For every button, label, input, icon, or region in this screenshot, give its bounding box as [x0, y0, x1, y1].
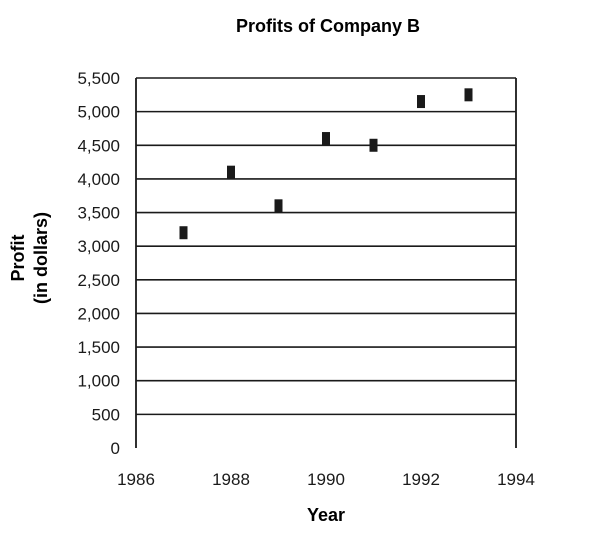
- y-tick-label: 0: [111, 439, 120, 458]
- x-axis-title: Year: [307, 505, 345, 525]
- y-axis-ticks: 0 500 1,000 1,500 2,000 2,500 3,000 3,500 4,000 4…: [77, 69, 120, 458]
- y-tick-label: 1,000: [77, 372, 120, 391]
- y-tick-label: 5,500: [77, 69, 120, 88]
- y-axis-title-line-1: Profit: [8, 234, 28, 281]
- y-tick-label: 3,500: [77, 204, 120, 223]
- data-point: [227, 165, 235, 179]
- data-point: [322, 132, 330, 146]
- data-point: [417, 95, 425, 109]
- data-points: [179, 88, 473, 240]
- y-tick-label: 1,500: [77, 338, 120, 357]
- y-tick-label: 2,500: [77, 271, 120, 290]
- chart-title: Profits of Company B: [236, 16, 420, 36]
- y-tick-label: 4,500: [77, 136, 120, 155]
- x-tick-label: 1988: [212, 470, 250, 489]
- y-tick-label: 5,000: [77, 103, 120, 122]
- y-tick-label: 2,000: [77, 304, 120, 323]
- x-tick-label: 1990: [307, 470, 345, 489]
- y-tick-label: 500: [92, 405, 120, 424]
- data-point: [179, 226, 188, 240]
- x-tick-label: 1986: [117, 470, 155, 489]
- x-tick-label: 1994: [497, 470, 535, 489]
- data-point: [369, 138, 378, 152]
- y-axis-title: Profit (in dollars): [8, 212, 51, 304]
- gridlines: [135, 77, 517, 448]
- y-axis-title-line-2: (in dollars): [31, 212, 51, 304]
- data-point: [274, 199, 283, 213]
- y-tick-label: 4,000: [77, 170, 120, 189]
- y-tick-label: 3,000: [77, 237, 120, 256]
- x-tick-label: 1992: [402, 470, 440, 489]
- x-axis-ticks: 1986 1988 1990 1992 1994: [117, 470, 535, 489]
- data-point: [464, 88, 473, 102]
